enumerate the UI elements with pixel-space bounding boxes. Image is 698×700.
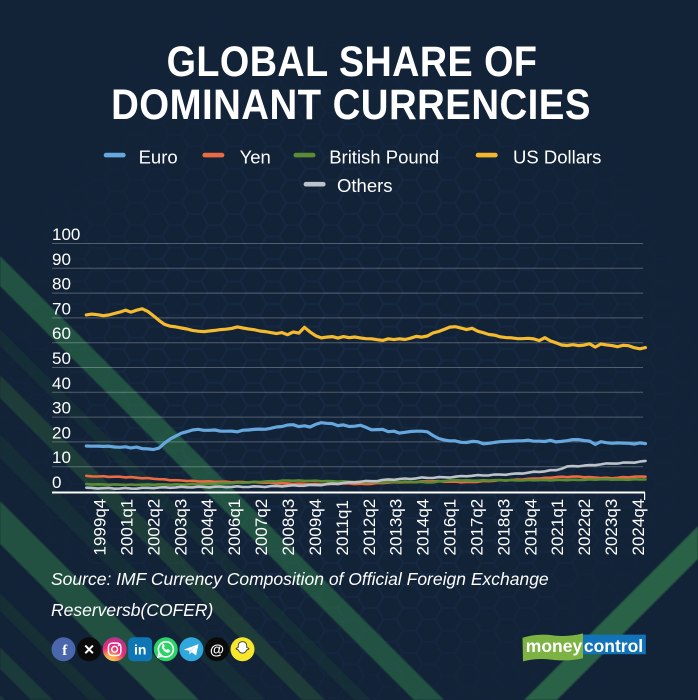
svg-text:2022q2: 2022q2 xyxy=(575,499,594,556)
svg-text:70: 70 xyxy=(52,299,71,318)
svg-text:2018q3: 2018q3 xyxy=(494,499,513,556)
svg-text:US Dollars: US Dollars xyxy=(513,147,601,168)
svg-text:DOMINANT CURRENCIES: DOMINANT CURRENCIES xyxy=(111,80,591,129)
svg-text:2014q4: 2014q4 xyxy=(414,499,433,556)
svg-text:2006q1: 2006q1 xyxy=(225,499,244,556)
svg-text:50: 50 xyxy=(52,349,71,368)
svg-text:2023q3: 2023q3 xyxy=(602,499,621,556)
svg-text:Source: IMF Currency Compositi: Source: IMF Currency Composition of Offi… xyxy=(51,569,549,589)
svg-text:20: 20 xyxy=(52,423,71,442)
svg-text:@: @ xyxy=(210,642,224,658)
svg-text:2011q1: 2011q1 xyxy=(333,500,352,555)
svg-text:1999q4: 1999q4 xyxy=(91,499,110,556)
svg-text:Euro: Euro xyxy=(139,147,178,168)
svg-text:2002q2: 2002q2 xyxy=(144,499,163,556)
svg-text:0: 0 xyxy=(52,473,61,492)
svg-text:60: 60 xyxy=(52,324,71,343)
svg-text:control: control xyxy=(584,636,643,656)
svg-text:30: 30 xyxy=(52,399,71,418)
svg-text:2001q1: 2001q1 xyxy=(117,499,136,556)
svg-text:90: 90 xyxy=(52,250,71,269)
svg-text:2019q4: 2019q4 xyxy=(521,499,540,556)
svg-text:Others: Others xyxy=(337,175,393,196)
svg-text:100: 100 xyxy=(52,225,80,244)
svg-text:40: 40 xyxy=(52,374,71,393)
svg-text:2009q4: 2009q4 xyxy=(306,499,325,556)
svg-text:f: f xyxy=(62,643,68,659)
svg-text:2016q1: 2016q1 xyxy=(441,499,460,556)
svg-text:GLOBAL SHARE OF: GLOBAL SHARE OF xyxy=(167,37,538,86)
svg-text:80: 80 xyxy=(52,275,71,294)
svg-text:2008q3: 2008q3 xyxy=(279,499,298,556)
svg-text:money: money xyxy=(526,636,583,656)
svg-text:2021q1: 2021q1 xyxy=(548,499,567,556)
svg-text:in: in xyxy=(134,641,146,657)
svg-text:2007q2: 2007q2 xyxy=(252,499,271,556)
svg-text:2013q3: 2013q3 xyxy=(387,499,406,556)
svg-text:2017q2: 2017q2 xyxy=(467,499,486,556)
svg-text:Yen: Yen xyxy=(240,147,271,168)
svg-text:2024q4: 2024q4 xyxy=(629,499,648,556)
svg-text:2003q3: 2003q3 xyxy=(171,499,190,556)
svg-text:10: 10 xyxy=(52,448,71,467)
svg-text:2004q4: 2004q4 xyxy=(198,499,217,556)
svg-text:✕: ✕ xyxy=(83,641,95,657)
svg-text:2012q2: 2012q2 xyxy=(360,499,379,556)
svg-text:British Pound: British Pound xyxy=(329,147,439,168)
svg-text:Reserversb(COFER): Reserversb(COFER) xyxy=(51,600,213,620)
